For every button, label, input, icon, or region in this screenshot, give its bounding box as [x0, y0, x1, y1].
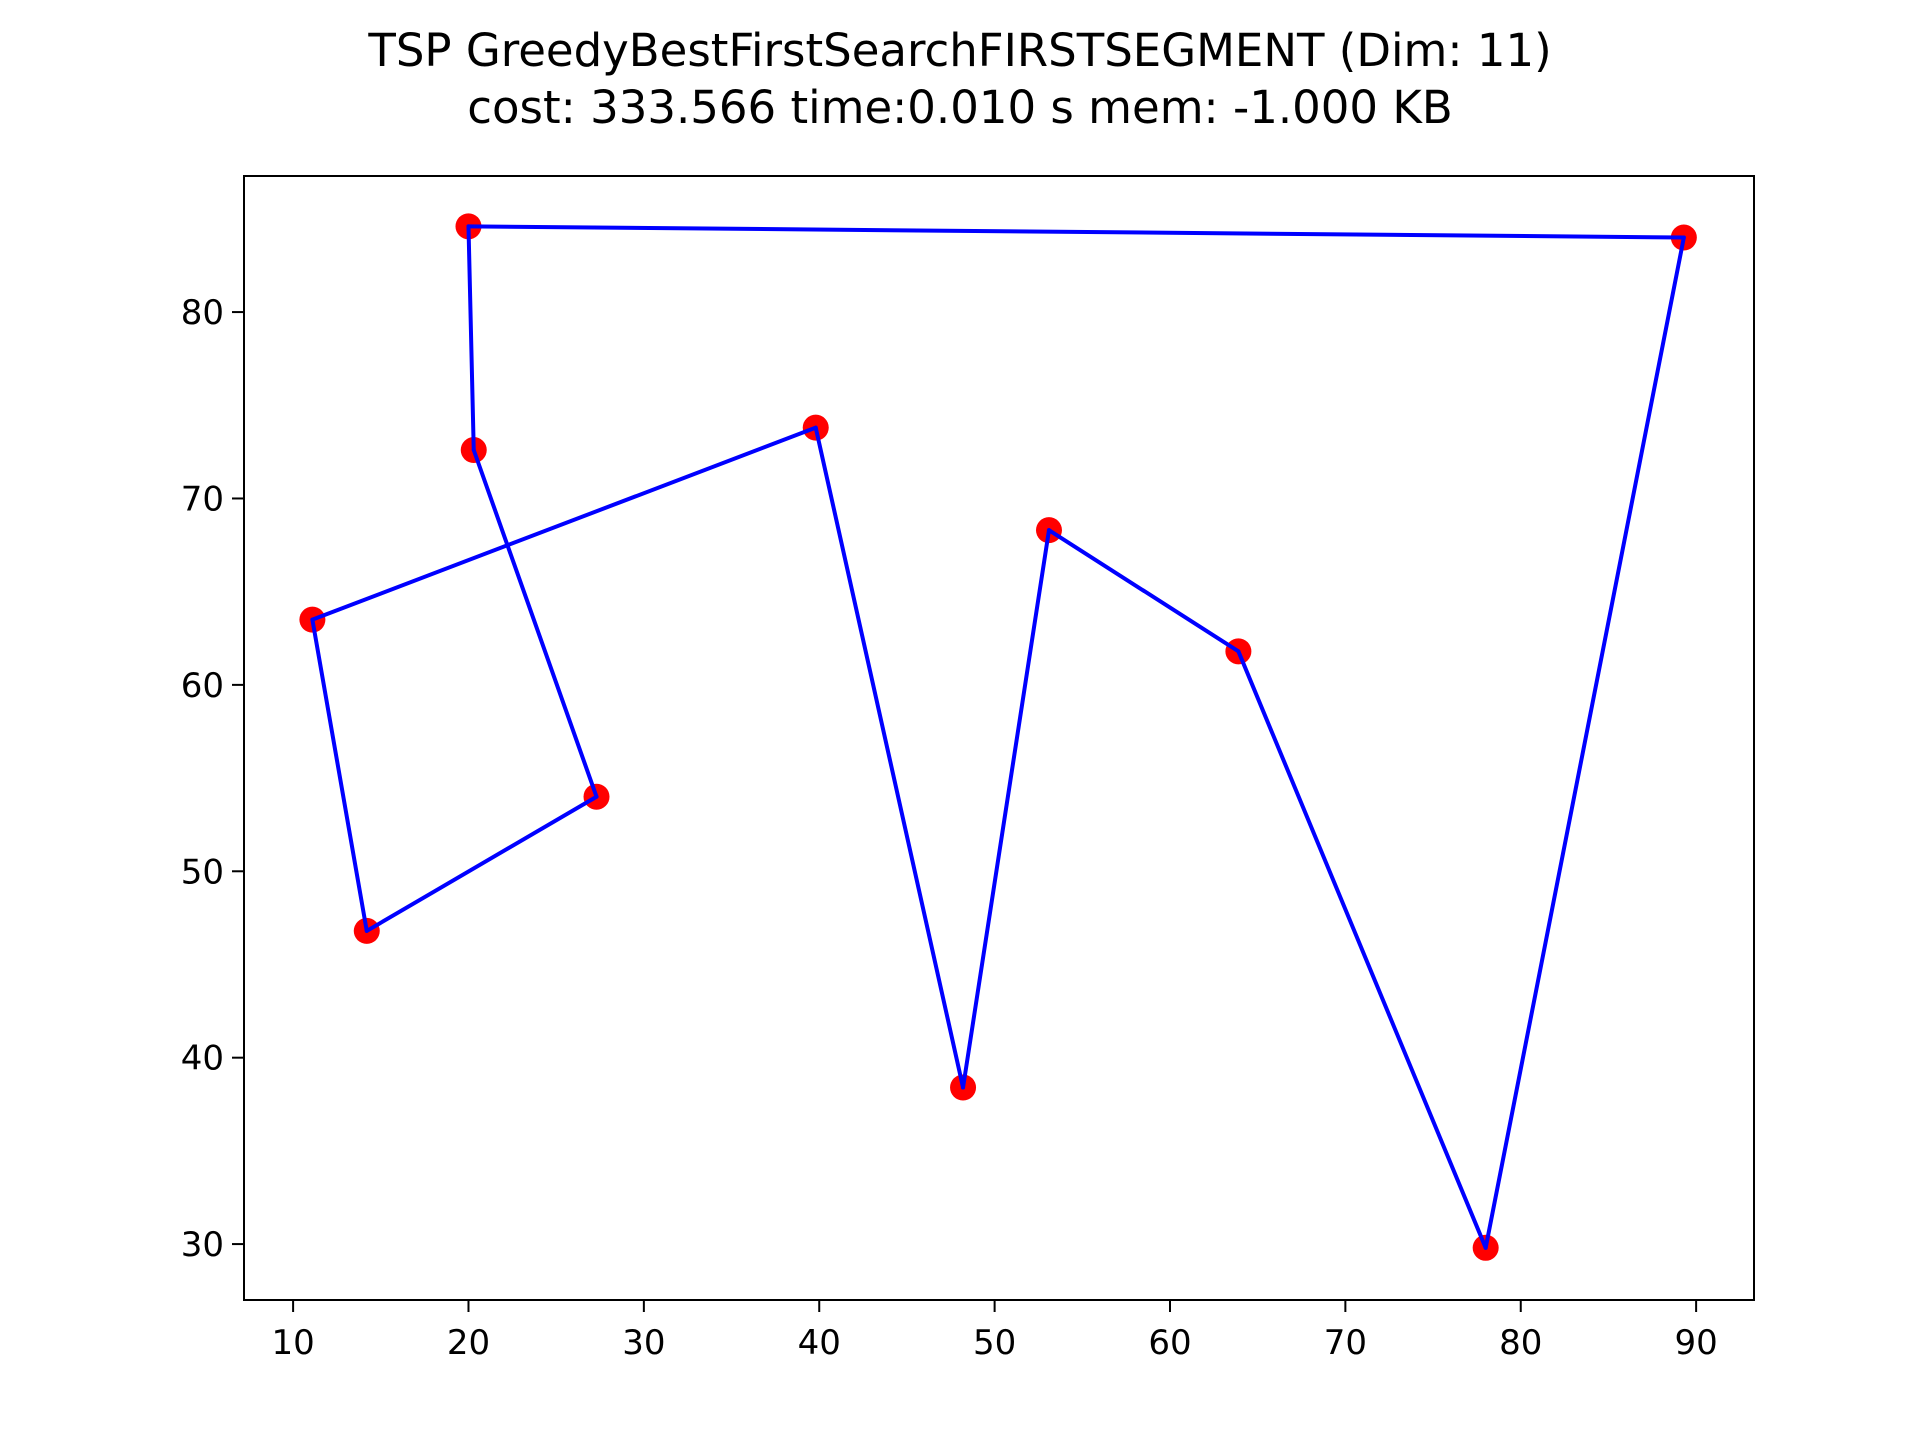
route-segment	[471, 448, 599, 799]
route-segment	[1236, 649, 1488, 1250]
y-tick-label: 70	[181, 479, 224, 519]
x-tick-label: 50	[973, 1323, 1016, 1363]
y-axis: 30 40 50 60 70 80	[181, 293, 244, 1265]
x-tick-label: 30	[622, 1323, 665, 1363]
route-segment	[961, 528, 1051, 1090]
route-segment	[1046, 528, 1241, 654]
route-segment	[310, 617, 369, 933]
chart-subtitle: cost: 333.566 time:0.010 s mem: -1.000 K…	[467, 81, 1453, 134]
route-segment	[310, 425, 818, 622]
x-axis: 10 20 30 40 50 60 70 80 90	[271, 1300, 1718, 1363]
chart-title: TSP GreedyBestFirstSearchFIRSTSEGMENT (D…	[367, 24, 1551, 77]
x-tick-label: 40	[798, 1323, 841, 1363]
route-segment	[466, 224, 1686, 240]
x-tick-label: 20	[447, 1323, 490, 1363]
x-tick-label: 10	[271, 1323, 314, 1363]
route-segment	[813, 425, 966, 1090]
route-segment	[1483, 235, 1686, 1250]
y-tick-label: 30	[181, 1225, 224, 1265]
x-tick-label: 60	[1148, 1323, 1191, 1363]
route-segment	[364, 794, 599, 933]
y-tick-label: 60	[181, 666, 224, 706]
x-tick-label: 90	[1674, 1323, 1717, 1363]
y-tick-label: 40	[181, 1039, 224, 1079]
plot-frame	[243, 175, 1755, 1301]
plot-area	[299, 213, 1697, 1261]
route-segment	[466, 224, 476, 453]
x-tick-label: 80	[1499, 1323, 1542, 1363]
y-tick-label: 50	[181, 852, 224, 892]
x-tick-label: 70	[1324, 1323, 1367, 1363]
y-tick-label: 80	[181, 293, 224, 333]
